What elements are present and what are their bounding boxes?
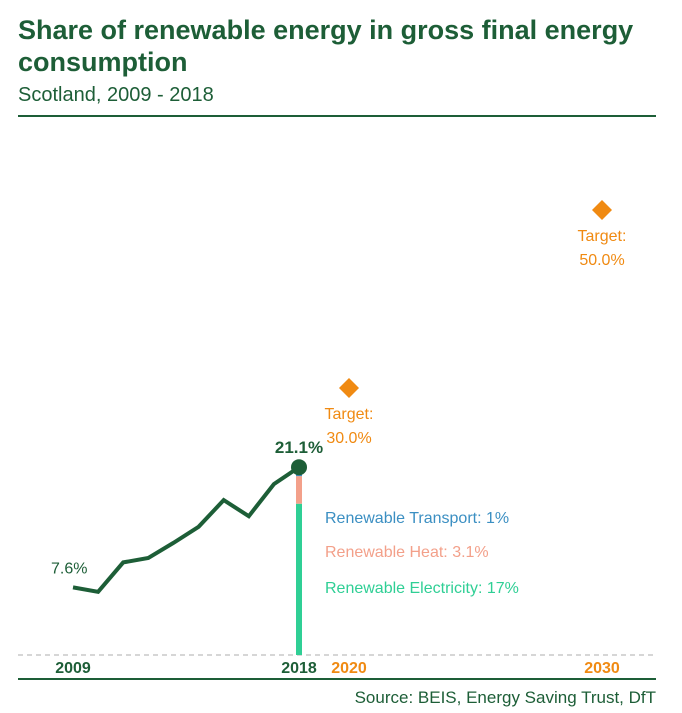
x-tick-label-2009: 2009: [55, 660, 91, 677]
series-line: [72, 465, 301, 594]
breakdown-label-renewable-heat: Renewable Heat: 3.1%: [325, 544, 489, 561]
series-end-point: [291, 459, 307, 476]
x-tick-label-2020: 2020: [331, 660, 367, 677]
start-value-label: 7.6%: [51, 560, 87, 577]
footer-divider: [18, 678, 656, 680]
chart-subtitle: Scotland, 2009 - 2018: [18, 84, 214, 106]
end-value-label: 21.1%: [275, 438, 323, 457]
x-tick-label-2018: 2018: [281, 660, 317, 677]
chart-title: Share of renewable energy in gross final…: [18, 15, 634, 77]
target-value-2030: 50.0%: [579, 252, 624, 269]
breakdown-label-renewable-transport: Renewable Transport: 1%: [325, 510, 509, 527]
target-marker-2020: [339, 378, 359, 398]
x-tick-label-2030: 2030: [584, 660, 620, 677]
target-label-2020: Target:: [325, 406, 374, 423]
target-marker-2030: [592, 200, 612, 220]
target-value-2020: 30.0%: [326, 430, 371, 447]
target-label-2030: Target:: [578, 228, 627, 245]
header-divider: [18, 115, 656, 117]
source-note: Source: BEIS, Energy Saving Trust, DfT: [354, 688, 656, 707]
breakdown-label-renewable-electricity: Renewable Electricity: 17%: [325, 580, 519, 597]
